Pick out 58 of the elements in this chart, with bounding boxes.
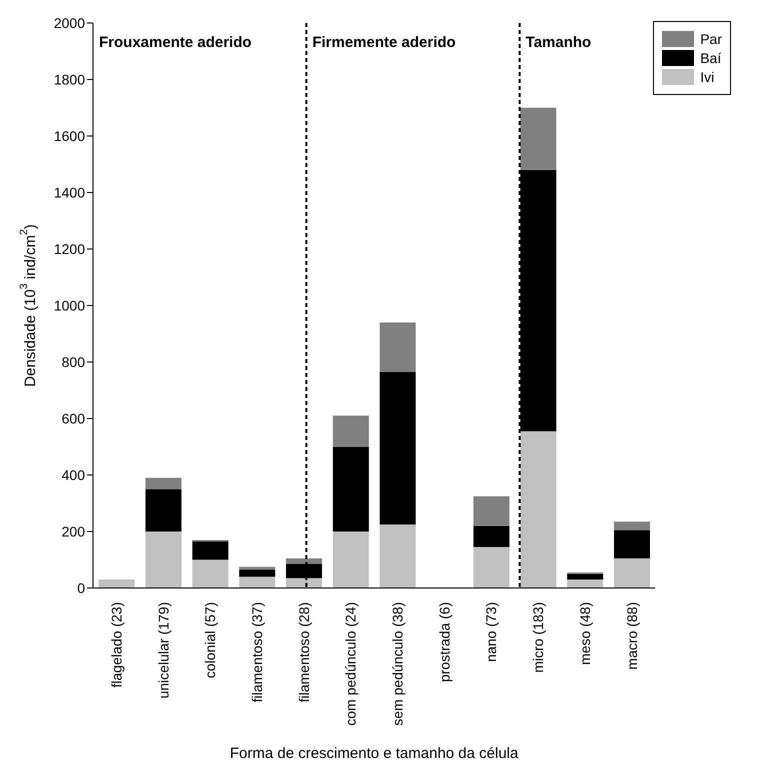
bar — [473, 526, 510, 548]
bar — [286, 558, 322, 564]
y-tick-label: 1200 — [54, 240, 86, 257]
x-tick-label: nano (73) — [483, 602, 500, 662]
y-tick-label: 2000 — [54, 14, 86, 31]
bar — [614, 530, 650, 558]
y-tick-label: 400 — [62, 466, 86, 483]
x-tick-label: meso (48) — [576, 602, 593, 666]
y-tick-label: 1600 — [54, 128, 86, 144]
bar — [145, 489, 182, 532]
x-tick-label: prostrada (6) — [436, 602, 452, 682]
bar — [614, 558, 650, 588]
bar — [473, 496, 510, 526]
y-tick-label: 200 — [62, 523, 86, 540]
bar — [567, 580, 604, 588]
bar — [614, 522, 650, 530]
y-tick-label: 1800 — [54, 71, 86, 88]
bar — [239, 576, 276, 588]
bar — [192, 541, 228, 560]
legend-label: Baí — [700, 50, 722, 66]
bar — [192, 560, 228, 588]
bar — [145, 478, 182, 490]
bar — [520, 108, 556, 170]
x-tick-label: flagelado (23) — [108, 602, 124, 688]
bar — [332, 532, 369, 588]
annotation: Firmemente aderido — [312, 34, 456, 51]
annotation: Frouxamente aderido — [99, 34, 252, 51]
x-tick-label: com pedúnculo (24) — [342, 602, 359, 726]
x-axis-title: Forma de crescimento e tamanho da célula — [230, 745, 519, 762]
x-tick-label: unicelular (179) — [155, 602, 172, 698]
bar — [520, 431, 556, 588]
legend-label: Ivi — [700, 69, 714, 85]
y-tick-label: 1400 — [54, 184, 86, 200]
legend-label: Par — [700, 31, 722, 47]
bar — [145, 532, 182, 588]
y-tick-label: 600 — [62, 410, 86, 426]
bar — [380, 322, 416, 372]
bar — [520, 170, 556, 432]
bar — [380, 524, 416, 588]
bar — [380, 372, 416, 524]
y-tick-label: 800 — [62, 354, 86, 370]
bar — [286, 578, 322, 588]
x-tick-label: macro (88) — [624, 602, 640, 670]
bar — [332, 416, 369, 447]
y-tick-label: 1000 — [54, 297, 86, 314]
bar — [567, 574, 604, 580]
x-tick-label: filamentoso (37) — [248, 602, 265, 702]
bar — [332, 446, 369, 532]
x-tick-label: filamentoso (28) — [296, 602, 312, 702]
x-tick-label: sem pedúnculo (38) — [390, 602, 406, 726]
bar — [98, 580, 135, 588]
y-tick-label: 0 — [77, 580, 86, 596]
bar — [239, 570, 276, 577]
bar — [473, 547, 510, 588]
x-tick-label: colonial (57) — [202, 602, 218, 678]
x-tick-label: micro (183) — [530, 602, 546, 673]
bar — [286, 564, 322, 578]
annotation: Tamanho — [526, 34, 592, 51]
